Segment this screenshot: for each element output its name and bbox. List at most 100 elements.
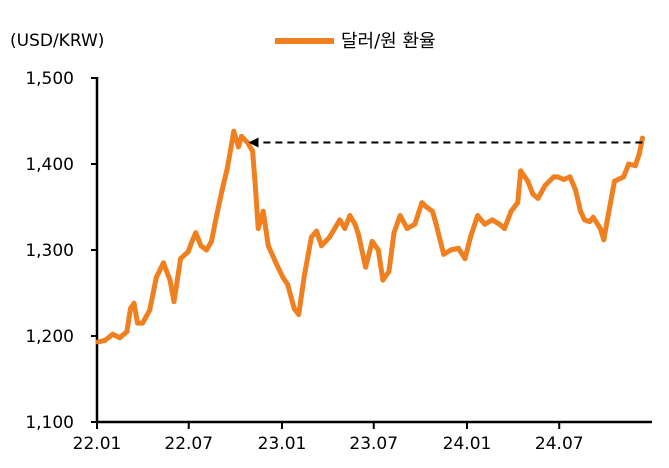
series-point [337,217,343,223]
series-point [632,163,638,169]
y-tick-label: 1,100 [25,413,74,433]
y-tick-label: 1,500 [25,69,74,89]
x-axis-ticks: 22.01 22.07 23.01 23.07 24.01 24.07 [73,422,584,454]
y-tick-label: 1,200 [25,327,74,347]
series-point [280,275,286,280]
x-tick-label: 22.01 [73,434,122,454]
series-point [508,208,514,214]
x-tick-label: 23.07 [349,434,398,454]
series-point [573,187,578,193]
series-point [412,221,418,227]
series-point [356,232,361,237]
series-point [542,183,548,188]
series-point [245,140,250,145]
series-point [590,214,596,220]
series-point [296,312,302,317]
series-point [587,219,593,225]
series-point [601,237,607,243]
series-point [160,260,166,266]
series-point [530,191,536,197]
series-point [342,226,348,231]
series-point [424,204,429,210]
series-point [131,300,137,306]
x-tick-label: 24.07 [535,434,584,454]
series-point [95,339,101,345]
x-tick-label: 23.01 [258,434,307,454]
series-point [489,217,495,223]
series-point [419,200,425,206]
series-point [135,320,140,326]
y-tick-label: 1,400 [25,155,74,175]
legend-label-usd-krw: 달러/원 환율 [341,31,436,52]
legend: 달러/원 환율 [275,31,436,52]
series-point [214,213,220,219]
series-point [496,221,502,227]
series-point [327,234,333,240]
series-point [430,208,435,214]
series-point [319,243,324,249]
series-point [352,221,358,227]
series-point [455,245,461,251]
series-point [482,221,488,227]
series-point [219,187,225,193]
series-point [308,234,314,240]
series-point [110,331,116,337]
series-point [235,144,241,150]
series-point [606,208,612,214]
series-point [551,174,557,180]
series-line-usd-krw [95,128,645,345]
series-point [561,177,567,182]
series-point [578,208,583,214]
series-point [239,134,244,139]
series-point [253,187,259,193]
y-axis-unit-label: (USD/KRW) [10,31,104,51]
series-point [204,247,209,253]
series-point [380,277,386,283]
series-point [582,217,588,223]
series-point [525,178,531,184]
series-point [291,306,297,311]
series-point [260,208,266,214]
y-axis-ticks: 1,100 1,200 1,300 1,400 1,500 [25,69,97,433]
series-point [567,174,573,180]
series-point [171,299,177,305]
series-point [185,249,191,255]
series-point [391,230,397,236]
series-point [124,329,130,335]
y-tick-label: 1,300 [25,241,74,261]
series-point [147,307,153,313]
series-point [250,148,256,154]
series-point [621,174,627,180]
series-point [515,200,521,206]
series-point [102,337,108,343]
series-point [153,275,159,280]
series-point [441,251,447,257]
series-point [193,230,199,236]
series-points-usd-krw [95,128,645,345]
x-tick-label: 24.01 [443,434,492,454]
series-point [188,240,194,246]
series-point [285,281,291,287]
series-point [224,165,230,171]
series-point [397,213,403,219]
series-point [626,161,632,167]
series-point [265,243,271,249]
series-point [433,221,439,227]
series-point [273,260,279,266]
series-point [535,195,541,201]
series-point [167,277,173,283]
series-point [198,243,204,249]
series-point [301,273,307,279]
x-tick-label: 22.07 [164,434,213,454]
series-point [475,213,481,219]
series-point [363,264,369,270]
series-point [462,256,468,262]
series-point [140,320,146,326]
series-point [178,256,184,262]
series-point [231,128,237,134]
series-point [369,238,375,244]
series-point [117,335,123,341]
series-point [448,247,454,253]
series-point [375,247,381,253]
